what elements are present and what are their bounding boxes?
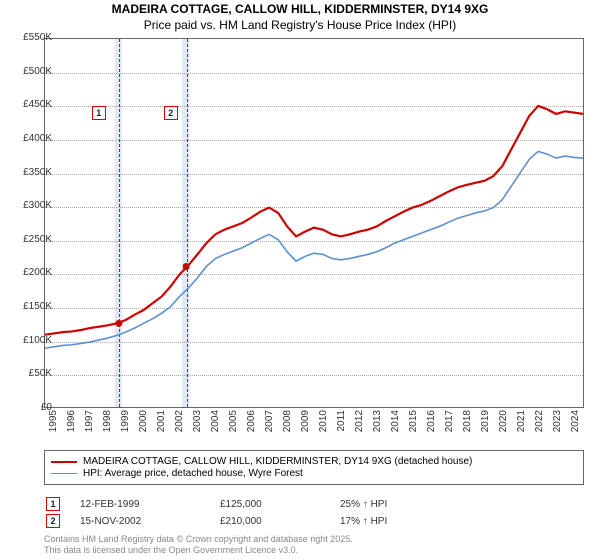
footnote-line: This data is licensed under the Open Gov… [44, 545, 353, 556]
chart-subtitle: Price paid vs. HM Land Registry's House … [0, 18, 600, 36]
transaction-hpi: 25% ↑ HPI [340, 499, 460, 510]
legend-item: MADEIRA COTTAGE, CALLOW HILL, KIDDERMINS… [51, 456, 577, 467]
x-axis-label: 2019 [480, 410, 491, 446]
transactions-table: 1 12-FEB-1999£125,00025% ↑ HPI 2 15-NOV-200… [44, 494, 584, 531]
footnote-line: Contains HM Land Registry data © Crown c… [44, 534, 353, 545]
series-marker-dot [115, 320, 122, 327]
chart-annotation-marker: 1 [92, 106, 106, 120]
chart-container: MADEIRA COTTAGE, CALLOW HILL, KIDDERMINS… [0, 0, 600, 560]
x-axis-label: 2018 [462, 410, 473, 446]
legend-swatch [51, 473, 77, 474]
transaction-hpi: 17% ↑ HPI [340, 516, 460, 527]
legend-label: HPI: Average price, detached house, Wyre… [83, 468, 303, 479]
series-marker-dot [183, 263, 190, 270]
legend-swatch [51, 461, 77, 463]
series-line [45, 106, 583, 335]
transaction-marker: 2 [46, 514, 60, 528]
transaction-row: 1 12-FEB-1999£125,00025% ↑ HPI [44, 497, 584, 511]
legend-box: MADEIRA COTTAGE, CALLOW HILL, KIDDERMINS… [44, 450, 584, 485]
plot-area: 12 [44, 38, 584, 408]
x-axis-label: 2000 [138, 410, 149, 446]
x-axis-label: 1999 [120, 410, 131, 446]
footnote: Contains HM Land Registry data © Crown c… [44, 534, 353, 556]
x-axis-label: 2013 [372, 410, 383, 446]
line-series-svg [45, 39, 583, 407]
x-axis-label: 2020 [498, 410, 509, 446]
x-axis-label: 2003 [192, 410, 203, 446]
x-axis-label: 2008 [282, 410, 293, 446]
x-axis-label: 2016 [426, 410, 437, 446]
x-axis-label: 1995 [48, 410, 59, 446]
x-axis-label: 2010 [318, 410, 329, 446]
x-axis-label: 2011 [336, 410, 347, 446]
x-axis-label: 2021 [516, 410, 527, 446]
x-axis-label: 2012 [354, 410, 365, 446]
x-axis-label: 1997 [84, 410, 95, 446]
transaction-price: £125,000 [220, 499, 340, 510]
x-axis-label: 1996 [66, 410, 77, 446]
x-axis-label: 2001 [156, 410, 167, 446]
x-axis-label: 2023 [552, 410, 563, 446]
x-axis-label: 2024 [570, 410, 581, 446]
x-axis-label: 2017 [444, 410, 455, 446]
x-axis-label: 2015 [408, 410, 419, 446]
series-line [45, 151, 583, 348]
transaction-date: 15-NOV-2002 [80, 516, 220, 527]
x-axis-label: 2006 [246, 410, 257, 446]
chart-annotation-marker: 2 [164, 106, 178, 120]
x-axis-label: 2022 [534, 410, 545, 446]
x-axis-label: 2005 [228, 410, 239, 446]
legend-item: HPI: Average price, detached house, Wyre… [51, 468, 577, 479]
x-axis-label: 2004 [210, 410, 221, 446]
x-axis-label: 1998 [102, 410, 113, 446]
x-axis-label: 2002 [174, 410, 185, 446]
x-axis-label: 2009 [300, 410, 311, 446]
x-axis-label: 2007 [264, 410, 275, 446]
transaction-row: 2 15-NOV-2002£210,00017% ↑ HPI [44, 514, 584, 528]
x-axis-label: 2014 [390, 410, 401, 446]
transaction-date: 12-FEB-1999 [80, 499, 220, 510]
transaction-marker: 1 [46, 497, 60, 511]
chart-title: MADEIRA COTTAGE, CALLOW HILL, KIDDERMINS… [0, 0, 600, 18]
legend-label: MADEIRA COTTAGE, CALLOW HILL, KIDDERMINS… [83, 456, 472, 467]
transaction-price: £210,000 [220, 516, 340, 527]
